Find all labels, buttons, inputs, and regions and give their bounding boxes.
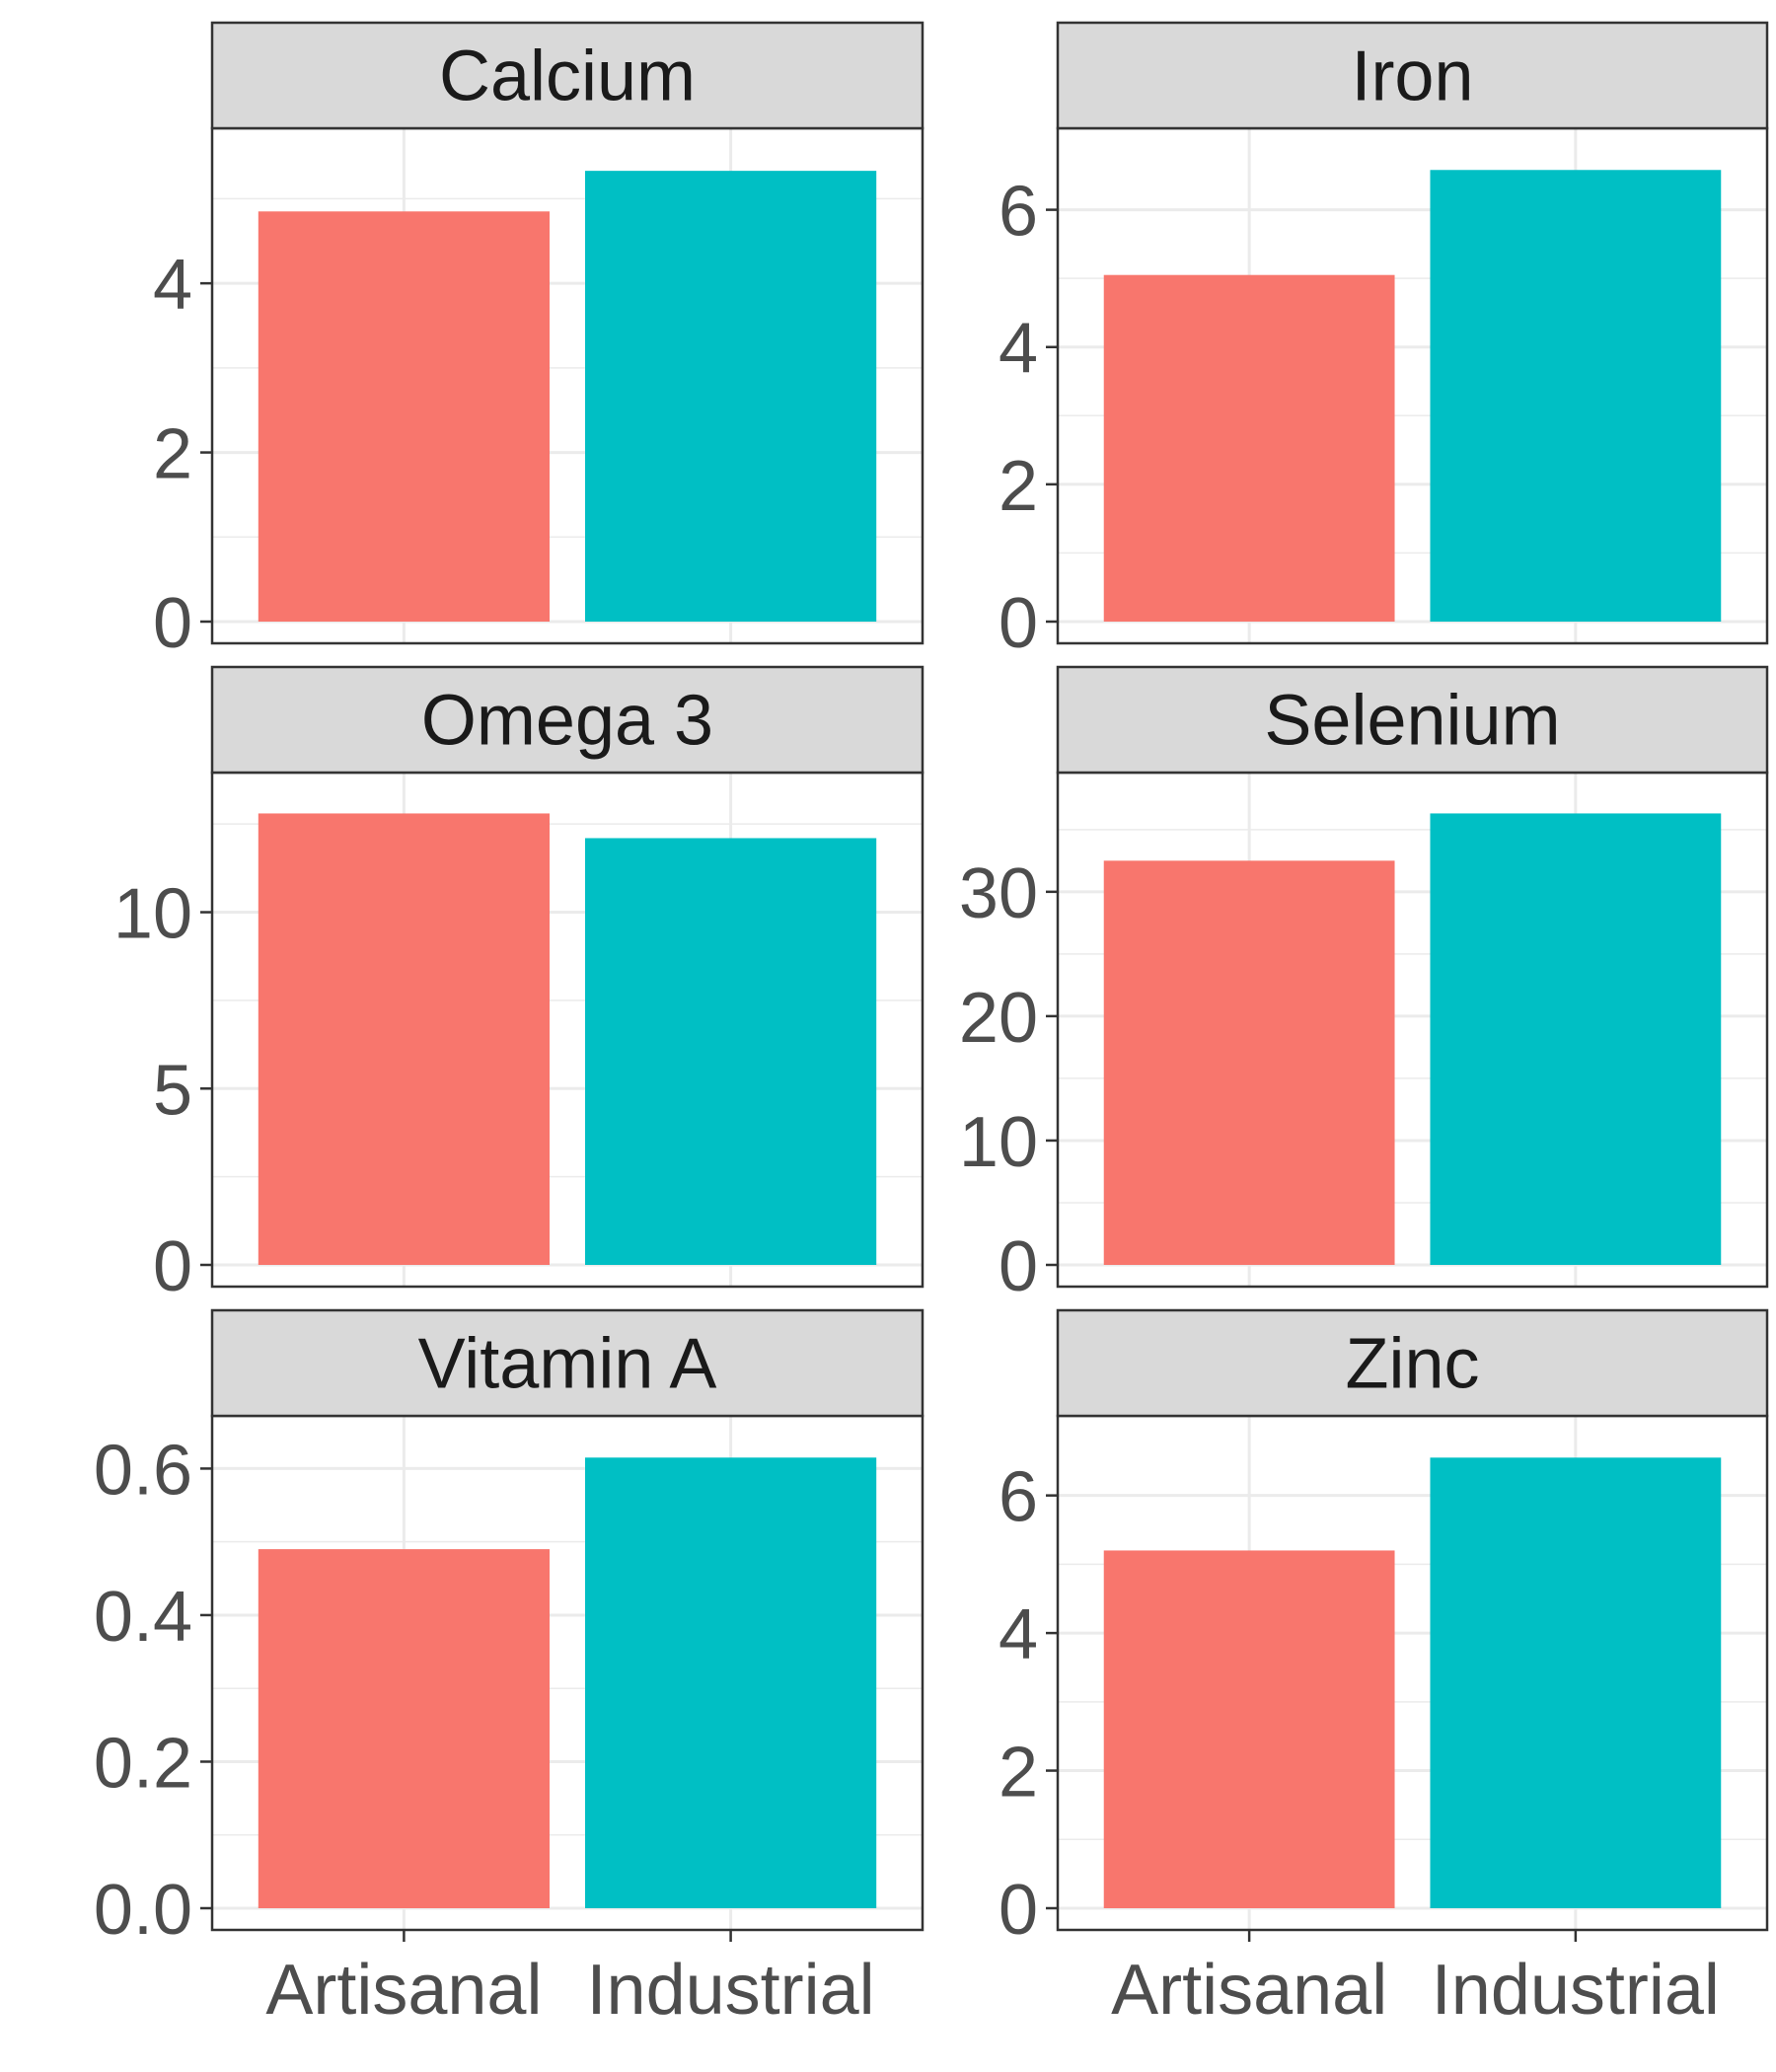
y-tick-label: 30 (959, 854, 1038, 933)
bar-zinc-industrial (1430, 1457, 1722, 1908)
x-tick-label: Industrial (587, 1951, 875, 2030)
x-tick-label: Industrial (1432, 1951, 1720, 2030)
x-tick-label: Artisanal (265, 1951, 542, 2030)
bar-calcium-industrial (585, 171, 877, 622)
y-tick-label: 10 (959, 1103, 1038, 1182)
y-tick-label: 0 (153, 584, 192, 663)
y-tick-label: 10 (113, 875, 192, 954)
facet-strip (210, 1308, 925, 1418)
y-tick-label: 0.0 (94, 1871, 192, 1950)
y-tick-label: 2 (999, 447, 1038, 526)
bar-iron-artisanal (1103, 274, 1395, 622)
facet-strip (1056, 21, 1769, 130)
y-tick-label: 4 (153, 246, 192, 325)
x-tick-label: Artisanal (1111, 1951, 1387, 2030)
facet-title: Calcium (439, 37, 696, 116)
y-tick-label: 2 (999, 1734, 1038, 1813)
bar-omega-3-industrial (585, 838, 877, 1265)
bar-omega-3-artisanal (258, 813, 550, 1265)
facet-title: Iron (1351, 37, 1473, 116)
y-tick-label: 5 (153, 1051, 192, 1130)
bar-vitamin-a-artisanal (258, 1549, 550, 1908)
y-tick-label: 6 (999, 1458, 1038, 1537)
bar-iron-industrial (1430, 170, 1722, 622)
y-tick-label: 20 (959, 979, 1038, 1058)
y-tick-label: 0 (999, 584, 1038, 663)
y-tick-label: 0.2 (94, 1724, 192, 1803)
facet-title: Selenium (1264, 682, 1560, 761)
facet-title: Omega 3 (421, 682, 713, 761)
y-tick-label: 6 (999, 173, 1038, 252)
facet-strip (1056, 1308, 1769, 1418)
y-tick-label: 0 (153, 1227, 192, 1306)
y-tick-label: 0 (999, 1227, 1038, 1306)
y-tick-label: 0.6 (94, 1431, 192, 1510)
bar-selenium-artisanal (1103, 860, 1395, 1265)
y-tick-label: 4 (999, 310, 1038, 389)
bar-selenium-industrial (1430, 813, 1722, 1265)
y-tick-label: 0.4 (94, 1578, 192, 1657)
bar-calcium-artisanal (258, 211, 550, 623)
facet-strip (210, 21, 925, 130)
bar-vitamin-a-industrial (585, 1457, 877, 1908)
bar-zinc-artisanal (1103, 1550, 1395, 1908)
facet-strip (1056, 665, 1769, 775)
facet-title: Vitamin A (418, 1325, 717, 1404)
y-tick-label: 4 (999, 1595, 1038, 1674)
y-tick-label: 0 (999, 1871, 1038, 1950)
facet-title: Zinc (1345, 1325, 1479, 1404)
facet-strip (210, 665, 925, 775)
y-tick-label: 2 (153, 415, 192, 494)
